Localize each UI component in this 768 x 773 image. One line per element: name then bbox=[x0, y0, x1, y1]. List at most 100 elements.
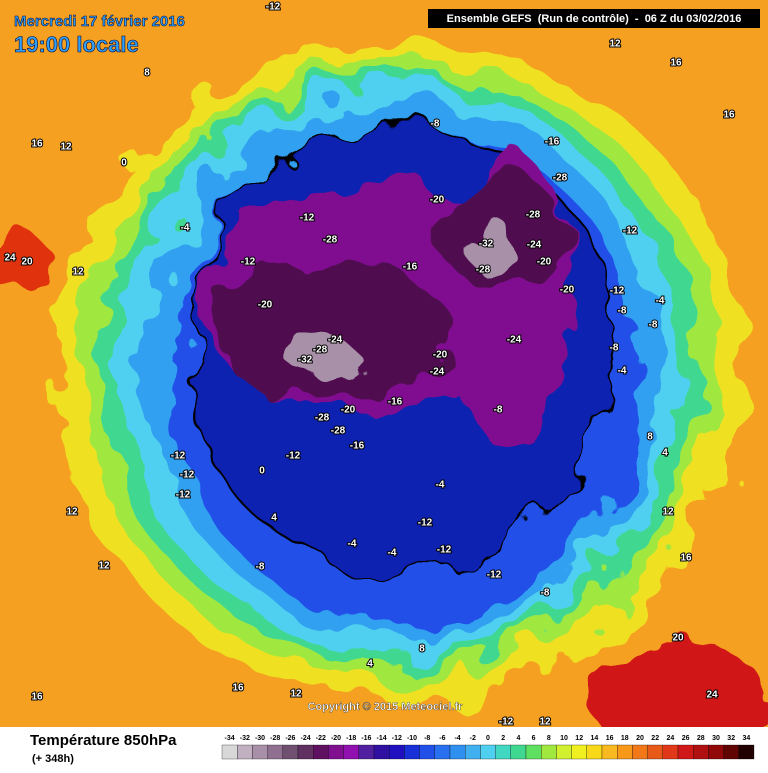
legend-swatch bbox=[434, 744, 451, 760]
legend-swatch bbox=[677, 744, 694, 760]
legend-label: 4 bbox=[516, 735, 520, 742]
contour-label: -4 bbox=[436, 480, 445, 491]
legend-swatch bbox=[465, 744, 481, 760]
contour-label: 12 bbox=[539, 717, 551, 728]
time: 19:00 locale bbox=[14, 32, 139, 57]
contour-label: -32 bbox=[479, 239, 494, 250]
contour-label: 16 bbox=[723, 110, 735, 121]
contour-label: -20 bbox=[537, 257, 552, 268]
contour-label: 8 bbox=[647, 432, 653, 443]
legend-label: 18 bbox=[621, 735, 629, 742]
legend-label: -26 bbox=[285, 735, 295, 742]
contour-label: -4 bbox=[656, 296, 665, 307]
legend-swatch bbox=[282, 744, 299, 760]
contour-label: -4 bbox=[348, 539, 357, 550]
legend-swatch bbox=[419, 744, 435, 760]
legend-label: 8 bbox=[547, 735, 551, 742]
legend-label: 2 bbox=[501, 735, 505, 742]
legend-swatch bbox=[221, 744, 238, 760]
legend-label: -4 bbox=[454, 735, 460, 742]
legend-label: -28 bbox=[270, 735, 280, 742]
contour-label: -16 bbox=[350, 441, 365, 452]
contour-label: 4 bbox=[662, 448, 668, 459]
contour-label: -20 bbox=[258, 300, 273, 311]
contour-label: 16 bbox=[232, 683, 244, 694]
legend-swatch bbox=[647, 744, 663, 760]
legend-label: 20 bbox=[636, 735, 644, 742]
contour-label: 24 bbox=[706, 690, 718, 701]
contour-label: -16 bbox=[403, 262, 418, 273]
contour-label: 12 bbox=[98, 561, 110, 572]
legend-swatch bbox=[358, 744, 375, 760]
contour-label: -20 bbox=[430, 195, 445, 206]
variable: Température 850hPa bbox=[30, 732, 177, 749]
legend-label: -14 bbox=[377, 735, 387, 742]
contour-label: -28 bbox=[313, 345, 328, 356]
contour-label: -12 bbox=[300, 213, 315, 224]
legend-swatch bbox=[662, 744, 679, 760]
legend-label: -34 bbox=[225, 735, 235, 742]
contour-label: 12 bbox=[60, 142, 72, 153]
contour-label: 16 bbox=[680, 553, 692, 564]
legend-swatch bbox=[495, 744, 511, 760]
legend-label: -16 bbox=[361, 735, 371, 742]
contour-label: -8 bbox=[541, 588, 550, 599]
legend-label: 12 bbox=[575, 735, 583, 742]
legend-swatch bbox=[297, 744, 314, 760]
legend-label: -6 bbox=[439, 735, 445, 742]
legend-swatch bbox=[693, 744, 709, 760]
contour-label: -8 bbox=[494, 405, 503, 416]
contour-label: 8 bbox=[419, 644, 425, 655]
legend-swatch bbox=[480, 744, 496, 760]
legend-swatch bbox=[252, 744, 268, 760]
legend-label: 30 bbox=[712, 735, 720, 742]
contour-label: -28 bbox=[323, 235, 338, 246]
contour-label: 8 bbox=[144, 68, 150, 79]
contour-label: -16 bbox=[388, 397, 403, 408]
legend-swatch bbox=[237, 744, 253, 760]
contour-label: -4 bbox=[388, 548, 397, 559]
contour-label: -28 bbox=[476, 265, 491, 276]
contour-label: 20 bbox=[672, 633, 684, 644]
legend-label: -24 bbox=[301, 735, 311, 742]
contour-label: 12 bbox=[662, 507, 674, 518]
contour-label: 16 bbox=[670, 58, 682, 69]
legend-label: -18 bbox=[346, 735, 356, 742]
contour-label: 12 bbox=[609, 39, 621, 50]
legend-label: 32 bbox=[727, 735, 735, 742]
contour-label: -8 bbox=[610, 343, 619, 354]
legend-label: 16 bbox=[606, 735, 614, 742]
legend-swatch bbox=[556, 744, 572, 760]
legend-label: 28 bbox=[697, 735, 705, 742]
legend-swatch bbox=[632, 744, 648, 760]
contour-label: -12 bbox=[176, 490, 191, 501]
legend-label: -12 bbox=[392, 735, 402, 742]
contour-label: -28 bbox=[315, 413, 330, 424]
contour-label: -12 bbox=[487, 570, 502, 581]
contour-label: -12 bbox=[610, 286, 625, 297]
contour-label: -8 bbox=[618, 306, 627, 317]
contour-label: -24 bbox=[507, 335, 522, 346]
contour-label: -8 bbox=[431, 119, 440, 130]
legend-label: 26 bbox=[682, 735, 690, 742]
legend-swatch bbox=[343, 744, 359, 760]
legend-swatch bbox=[313, 744, 329, 760]
contour-label: -4 bbox=[618, 366, 627, 377]
legend-swatch bbox=[723, 744, 739, 760]
legend-label: -22 bbox=[316, 735, 326, 742]
contour-label: -16 bbox=[545, 137, 560, 148]
copyright: Copyright © 2015 Meteociel.fr bbox=[308, 701, 464, 713]
contour-label: 24 bbox=[4, 253, 16, 264]
legend-swatch bbox=[373, 744, 390, 760]
legend-label: 34 bbox=[743, 735, 751, 742]
map: -32-28-24-28-20-12-16-20-32-28-28-28-16-… bbox=[0, 0, 768, 755]
contour-label: 20 bbox=[21, 257, 33, 268]
legend-swatch bbox=[404, 744, 420, 760]
contour-label: -24 bbox=[430, 367, 445, 378]
contour-label: -8 bbox=[256, 562, 265, 573]
legend-swatch bbox=[267, 744, 283, 760]
model-info: Ensemble GEFS (Run de contrôle) - 06 Z d… bbox=[447, 13, 742, 25]
legend-swatch bbox=[601, 744, 618, 760]
contour-label: 16 bbox=[31, 139, 43, 150]
contour-label: 16 bbox=[31, 692, 43, 703]
